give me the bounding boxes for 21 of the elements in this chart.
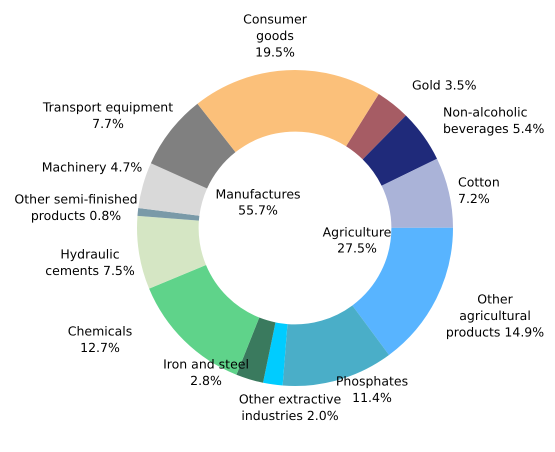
slice-label: Transport equipment [42,99,174,114]
data-label: 11.4% [352,390,392,405]
data-label: 12.7% [80,340,120,355]
slice-label: Other semi-finished products 0.8% [14,191,138,223]
slice-label: Phosphates [336,373,408,388]
data-label: 19.5% [255,44,295,60]
data-label: 2.8% [190,372,222,388]
data-label: 7.7% [92,116,124,131]
text: Agriculture 27.5% [322,224,392,256]
slice-label: Consumer goods [243,11,308,43]
slice-label: Non-alcoholic beverages 5.4% [443,104,544,136]
slice-label: Hydraulic cements 7.5% [45,246,135,278]
text: Manufactures 55.7% [215,186,301,218]
slice-label: Gold 3.5% [412,77,477,92]
slice-label: Iron and steel [163,356,249,372]
slice-label: Cotton [458,174,500,190]
slice-label: Machinery 4.7% [42,159,142,174]
slice-label: Chemicals [68,323,132,338]
slice-label: Other agricultural products 14.9% [446,291,544,340]
slice-label: Other extractive industries 2.0% [238,391,342,423]
data-label: 7.2% [458,190,490,206]
